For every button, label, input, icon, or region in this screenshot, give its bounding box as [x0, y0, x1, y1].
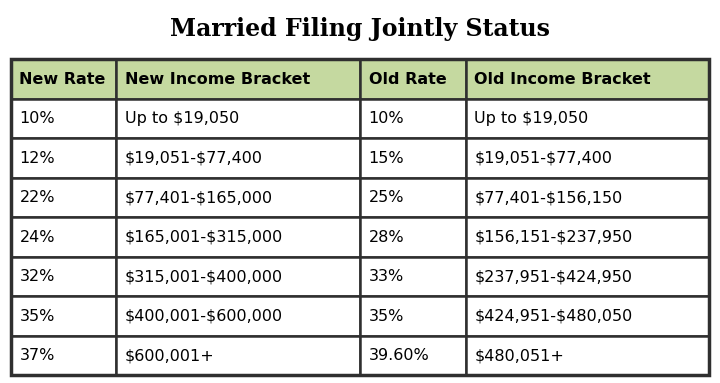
Text: 37%: 37% — [19, 348, 55, 363]
Text: 35%: 35% — [369, 309, 404, 324]
Text: 15%: 15% — [369, 151, 404, 165]
Text: New Rate: New Rate — [19, 72, 106, 87]
Text: 10%: 10% — [369, 111, 404, 126]
Text: $77,401-$165,000: $77,401-$165,000 — [125, 190, 273, 205]
Text: Married Filing Jointly Status: Married Filing Jointly Status — [170, 17, 550, 41]
Text: 22%: 22% — [19, 190, 55, 205]
Text: 25%: 25% — [369, 190, 404, 205]
Text: $19,051-$77,400: $19,051-$77,400 — [125, 151, 263, 165]
Text: $165,001-$315,000: $165,001-$315,000 — [125, 229, 283, 245]
Text: $480,051+: $480,051+ — [474, 348, 564, 363]
Text: 32%: 32% — [19, 269, 55, 284]
Text: Up to $19,050: Up to $19,050 — [474, 111, 588, 126]
Text: 33%: 33% — [369, 269, 404, 284]
Text: $315,001-$400,000: $315,001-$400,000 — [125, 269, 283, 284]
Text: Old Rate: Old Rate — [369, 72, 446, 87]
Text: New Income Bracket: New Income Bracket — [125, 72, 310, 87]
Text: 10%: 10% — [19, 111, 55, 126]
Text: Up to $19,050: Up to $19,050 — [125, 111, 239, 126]
Text: $19,051-$77,400: $19,051-$77,400 — [474, 151, 612, 165]
Text: 35%: 35% — [19, 309, 55, 324]
Text: 24%: 24% — [19, 229, 55, 245]
Text: 39.60%: 39.60% — [369, 348, 429, 363]
Text: $156,151-$237,950: $156,151-$237,950 — [474, 229, 632, 245]
Text: $77,401-$156,150: $77,401-$156,150 — [474, 190, 623, 205]
Text: $237,951-$424,950: $237,951-$424,950 — [474, 269, 632, 284]
Text: $600,001+: $600,001+ — [125, 348, 215, 363]
Text: $424,951-$480,050: $424,951-$480,050 — [474, 309, 632, 324]
Text: Old Income Bracket: Old Income Bracket — [474, 72, 651, 87]
Text: 12%: 12% — [19, 151, 55, 165]
Text: $400,001-$600,000: $400,001-$600,000 — [125, 309, 283, 324]
Text: 28%: 28% — [369, 229, 404, 245]
